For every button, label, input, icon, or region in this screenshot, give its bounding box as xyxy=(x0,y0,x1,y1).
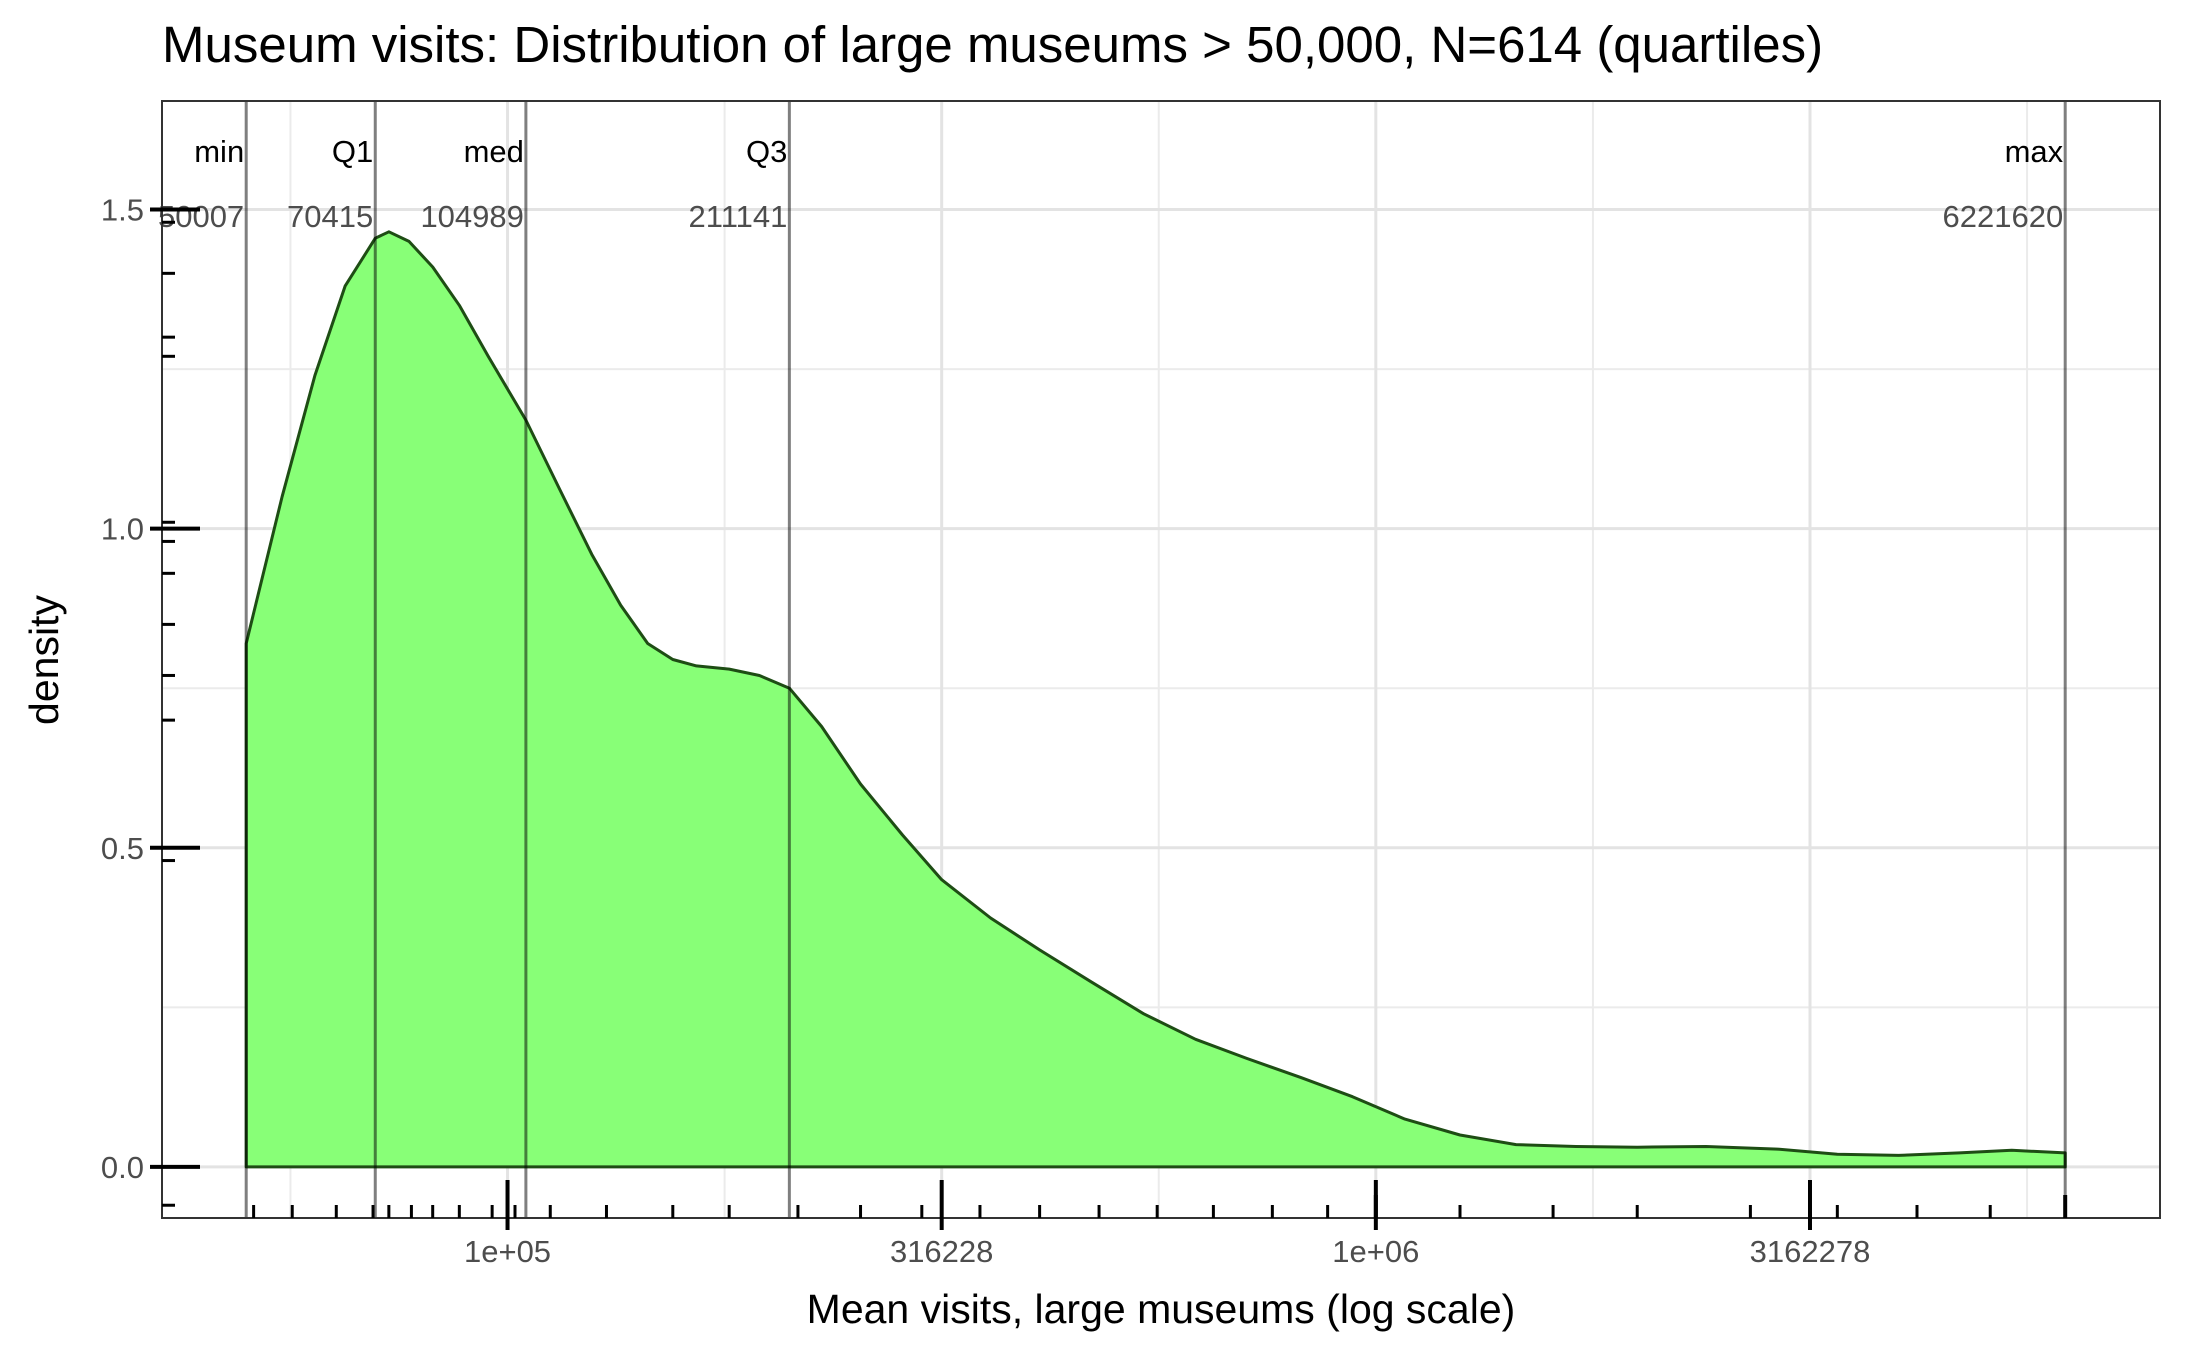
y-tick-label: 1.0 xyxy=(101,512,144,547)
chart-title: Museum visits: Distribution of large mus… xyxy=(162,16,1823,73)
quartile-value-min: 50007 xyxy=(158,199,244,234)
plot-panel-border xyxy=(161,100,2161,1219)
quartile-value-Q1: 70415 xyxy=(287,199,373,234)
quartile-value-Q3: 211141 xyxy=(689,199,788,234)
quartile-lines xyxy=(244,101,2067,1218)
x-axis-ticks: 1e+05 316228 1e+06 3162278 xyxy=(464,1180,1870,1269)
x-tick-label: 316228 xyxy=(890,1234,993,1269)
y-axis-ticks: 0.0 0.5 1.0 1.5 xyxy=(101,193,200,1185)
density-area xyxy=(244,230,2067,1169)
quartile-value-med: 104989 xyxy=(420,199,523,234)
quartile-name-min: min xyxy=(194,134,244,169)
quartile-value-max: 6221620 xyxy=(1943,199,2064,234)
y-tick-label: 1.5 xyxy=(101,193,144,228)
x-tick-label: 1e+05 xyxy=(464,1234,551,1269)
quartile-name-Q1: Q1 xyxy=(332,134,373,169)
y-axis-title: density xyxy=(21,595,67,725)
y-tick-label: 0.0 xyxy=(101,1150,144,1185)
x-tick-label: 3162278 xyxy=(1750,1234,1871,1269)
quartile-name-max: max xyxy=(2005,134,2064,169)
rug-marks xyxy=(162,220,2068,1218)
x-axis-title: Mean visits, large museums (log scale) xyxy=(807,1286,1516,1332)
density-area-group xyxy=(244,230,2067,1169)
quartile-name-med: med xyxy=(464,134,524,169)
quartile-labels: min 50007 Q1 70415 med 104989 Q3 211141 max 62216… xyxy=(158,134,2064,234)
y-tick-label: 0.5 xyxy=(101,831,144,866)
quartile-name-Q3: Q3 xyxy=(746,134,787,169)
x-tick-label: 1e+06 xyxy=(1332,1234,1419,1269)
